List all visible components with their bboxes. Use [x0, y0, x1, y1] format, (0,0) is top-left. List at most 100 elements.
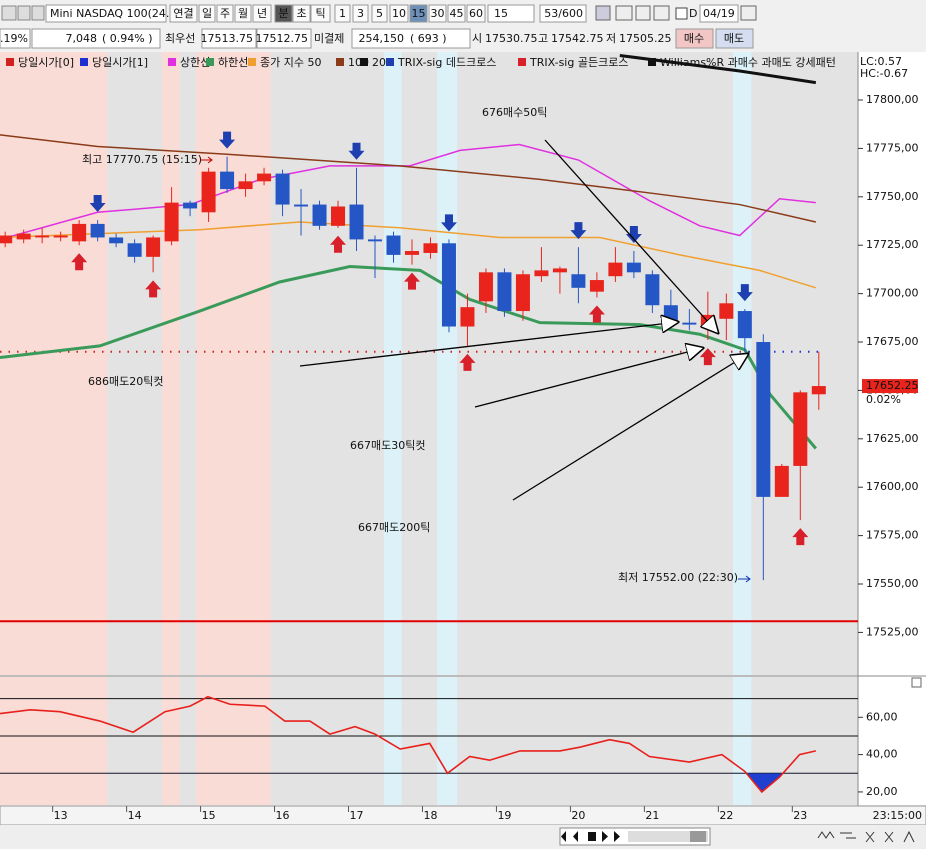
- checkbox[interactable]: [675, 7, 688, 20]
- best-ask: 17513.75: [201, 32, 254, 45]
- period-button: 10: [392, 7, 406, 20]
- label: 최우선: [165, 32, 195, 45]
- button[interactable]: [169, 4, 198, 23]
- toolbar-icons[interactable]: [1, 5, 922, 688]
- icon[interactable]: [653, 5, 670, 21]
- arrow: [299, 322, 678, 367]
- y-tick-label: 17700,00: [866, 287, 919, 300]
- y-tick-label: 17550,00: [866, 577, 919, 590]
- button[interactable]: [466, 4, 486, 23]
- button: [256, 28, 312, 49]
- candle-body: [515, 274, 530, 312]
- candle-body: [645, 274, 660, 306]
- scroll-thumb[interactable]: [690, 831, 706, 842]
- icon[interactable]: [31, 5, 45, 21]
- candle-body: [16, 233, 31, 240]
- candle-body: [275, 173, 290, 205]
- period-button: 5: [376, 7, 383, 20]
- candle-body: [497, 272, 512, 312]
- candle-body: [146, 237, 161, 257]
- icon[interactable]: [595, 5, 611, 21]
- legend-swatch: [80, 58, 88, 66]
- button[interactable]: [539, 4, 587, 23]
- candle-body: [663, 305, 678, 321]
- button[interactable]: [371, 4, 388, 23]
- best-bid: 17512.75: [256, 32, 309, 45]
- signal-arrow: [459, 353, 476, 371]
- scroll-track[interactable]: [628, 831, 708, 842]
- tool-icons[interactable]: [817, 830, 915, 843]
- button[interactable]: [252, 4, 272, 23]
- big-note: 667매도200틱: [358, 521, 430, 534]
- big-note: 667매도30틱컷: [350, 439, 425, 452]
- button[interactable]: [45, 4, 167, 23]
- price-tag: [862, 379, 918, 394]
- button[interactable]: [334, 4, 351, 23]
- legend-swatch: [336, 58, 344, 66]
- candle-body: [774, 465, 789, 497]
- period-button: 45: [450, 7, 464, 20]
- icon[interactable]: [1, 5, 17, 21]
- candle-body: [164, 202, 179, 242]
- signal-arrow: [625, 226, 642, 244]
- signal-arrow: [570, 222, 587, 240]
- button[interactable]: [352, 4, 369, 23]
- oi: 254,150: [359, 32, 405, 45]
- big-note: 686매도20틱컷: [88, 375, 163, 388]
- candle-body: [349, 204, 364, 240]
- button[interactable]: [428, 4, 447, 23]
- button[interactable]: [198, 4, 216, 23]
- icon[interactable]: [740, 5, 757, 21]
- button[interactable]: [310, 4, 331, 23]
- button: [0, 28, 31, 49]
- candle-body: [756, 342, 771, 497]
- icon[interactable]: [615, 5, 633, 21]
- candle-body: [534, 270, 549, 277]
- button[interactable]: [274, 4, 293, 23]
- oi-change: ( 693 ): [410, 32, 447, 45]
- legend-label: Williams%R 과매수 과매도 강세패턴: [660, 56, 836, 69]
- annotation-arrows: [299, 139, 748, 501]
- button[interactable]: [675, 28, 714, 49]
- button[interactable]: [699, 4, 739, 23]
- indicator-line: [0, 134, 817, 223]
- signal-arrow: [89, 195, 106, 213]
- session-band: [196, 52, 271, 675]
- period-button: 3: [357, 7, 364, 20]
- x-tick-label: 19: [497, 809, 511, 822]
- signal-arrow: [145, 280, 162, 298]
- icon[interactable]: [635, 5, 651, 21]
- scroll-icons[interactable]: [561, 831, 620, 842]
- session-band: [0, 677, 108, 805]
- button[interactable]: [216, 4, 234, 23]
- button[interactable]: [487, 4, 535, 23]
- candle-body: [331, 206, 346, 226]
- buy-button: 매수: [684, 32, 704, 45]
- session-band: [161, 52, 180, 675]
- button[interactable]: [715, 28, 754, 49]
- panel-close[interactable]: [911, 677, 922, 688]
- sell-button: 매도: [724, 32, 744, 45]
- period-button: 일: [202, 6, 212, 20]
- signal-arrow: [736, 284, 753, 302]
- sub-plot-bg: [0, 677, 858, 805]
- signal-arrow: [219, 131, 236, 149]
- candle-body: [589, 280, 604, 292]
- candle-body: [608, 262, 623, 277]
- button[interactable]: [447, 4, 466, 23]
- button[interactable]: [292, 4, 311, 23]
- scroll-controls[interactable]: [559, 827, 915, 846]
- icon[interactable]: [17, 5, 31, 21]
- button[interactable]: [409, 4, 428, 23]
- candle-body: [220, 171, 235, 190]
- period-button: 월: [238, 7, 248, 20]
- plot-bg: [0, 52, 858, 675]
- low-note: 최저 17552.00 (22:30): [618, 571, 738, 584]
- period-button: 30: [431, 7, 445, 20]
- candle-body: [423, 243, 438, 253]
- signal-arrow: [792, 528, 809, 546]
- session-band: [161, 677, 180, 805]
- button[interactable]: [389, 4, 409, 23]
- y-tick-label: 17600,00: [866, 480, 919, 493]
- button[interactable]: [234, 4, 252, 23]
